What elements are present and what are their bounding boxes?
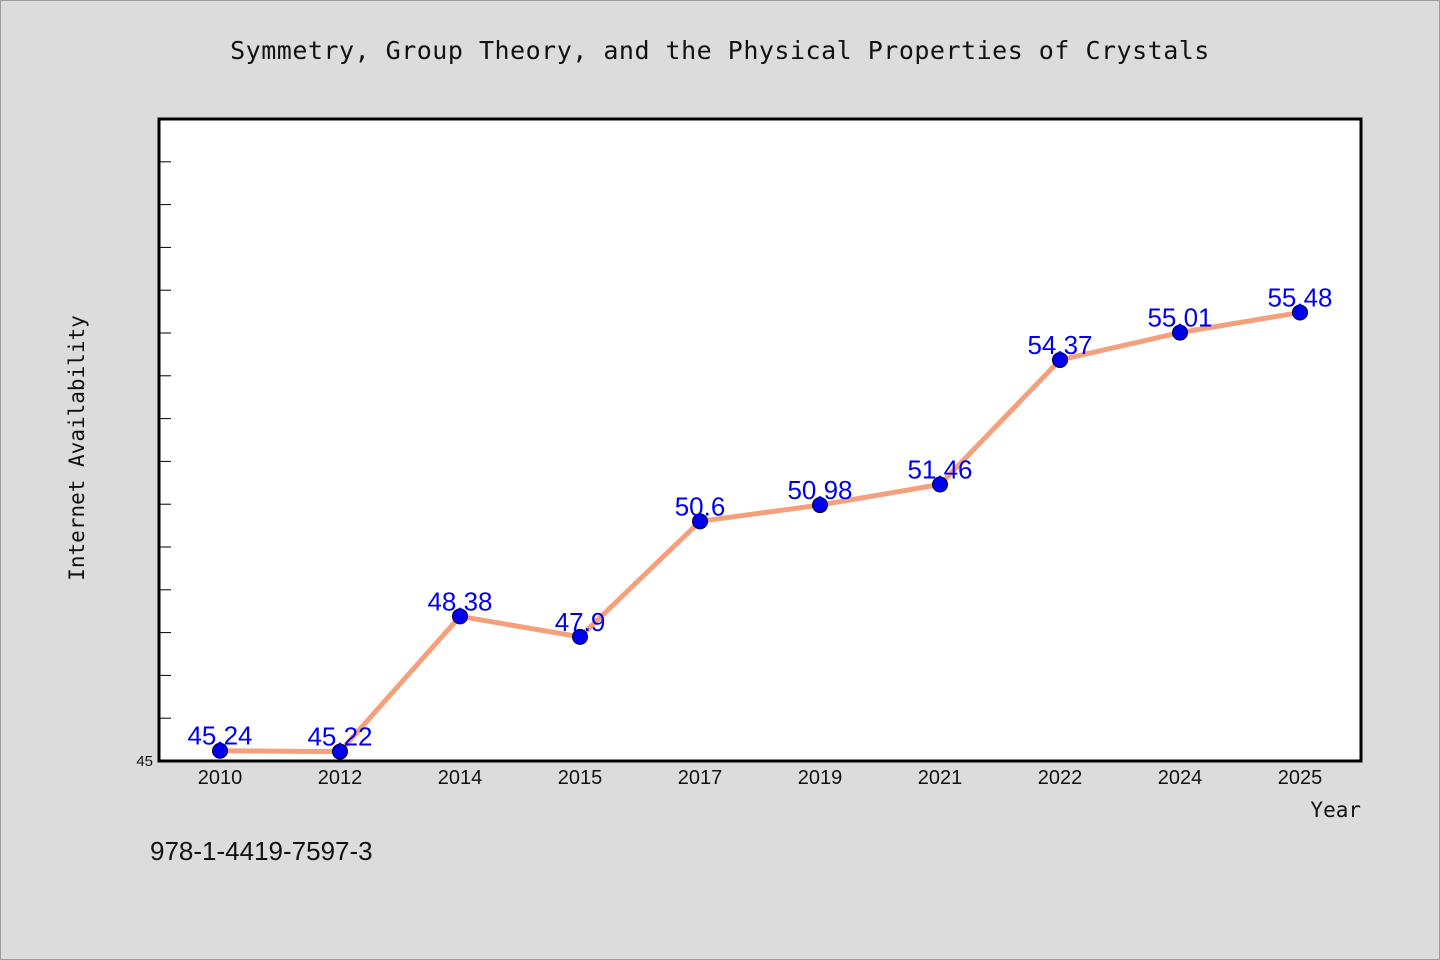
x-tick-label: 2015 [558, 767, 603, 789]
data-point [212, 742, 228, 759]
isbn-text: 978-1-4419-7597-3 [150, 836, 373, 866]
series-line [217, 309, 1303, 755]
data-point [1052, 351, 1068, 368]
data-label: 48.38 [427, 586, 492, 616]
chart-title: Symmetry, Group Theory, and the Physical… [230, 36, 1210, 65]
data-label: 45.22 [307, 722, 372, 752]
data-point [572, 628, 588, 645]
data-point [452, 608, 468, 625]
data-point [332, 743, 348, 760]
data-label: 54.37 [1027, 330, 1092, 360]
data-label: 55.01 [1147, 303, 1212, 333]
data-point [812, 497, 828, 514]
x-tick-label: 2017 [678, 767, 723, 789]
x-tick-label: 2012 [318, 767, 363, 789]
data-label: 55.48 [1267, 282, 1332, 312]
data-point [1172, 324, 1188, 341]
x-axis-label: Year [1310, 798, 1361, 822]
data-label: 51.46 [907, 455, 972, 485]
x-tick-label: 2014 [438, 767, 483, 789]
x-tick-label: 2022 [1038, 767, 1083, 789]
x-tick-label: 2025 [1278, 767, 1323, 789]
x-tick-label: 2024 [1158, 767, 1203, 789]
data-label: 50.98 [787, 475, 852, 505]
data-point [692, 513, 708, 530]
data-label: 47.9 [555, 607, 606, 637]
x-tick-label: 2021 [918, 767, 963, 789]
x-tick-label: 2010 [198, 767, 243, 789]
data-label: 45.24 [187, 721, 252, 751]
x-tick-label: 2019 [798, 767, 843, 789]
y-axis-label: Internet Availability [65, 315, 89, 581]
y-tick-label: 45 [136, 753, 153, 770]
data-point [1292, 304, 1308, 321]
plot-area [157, 117, 1363, 763]
data-label: 50.6 [675, 491, 726, 521]
data-point [932, 476, 948, 493]
